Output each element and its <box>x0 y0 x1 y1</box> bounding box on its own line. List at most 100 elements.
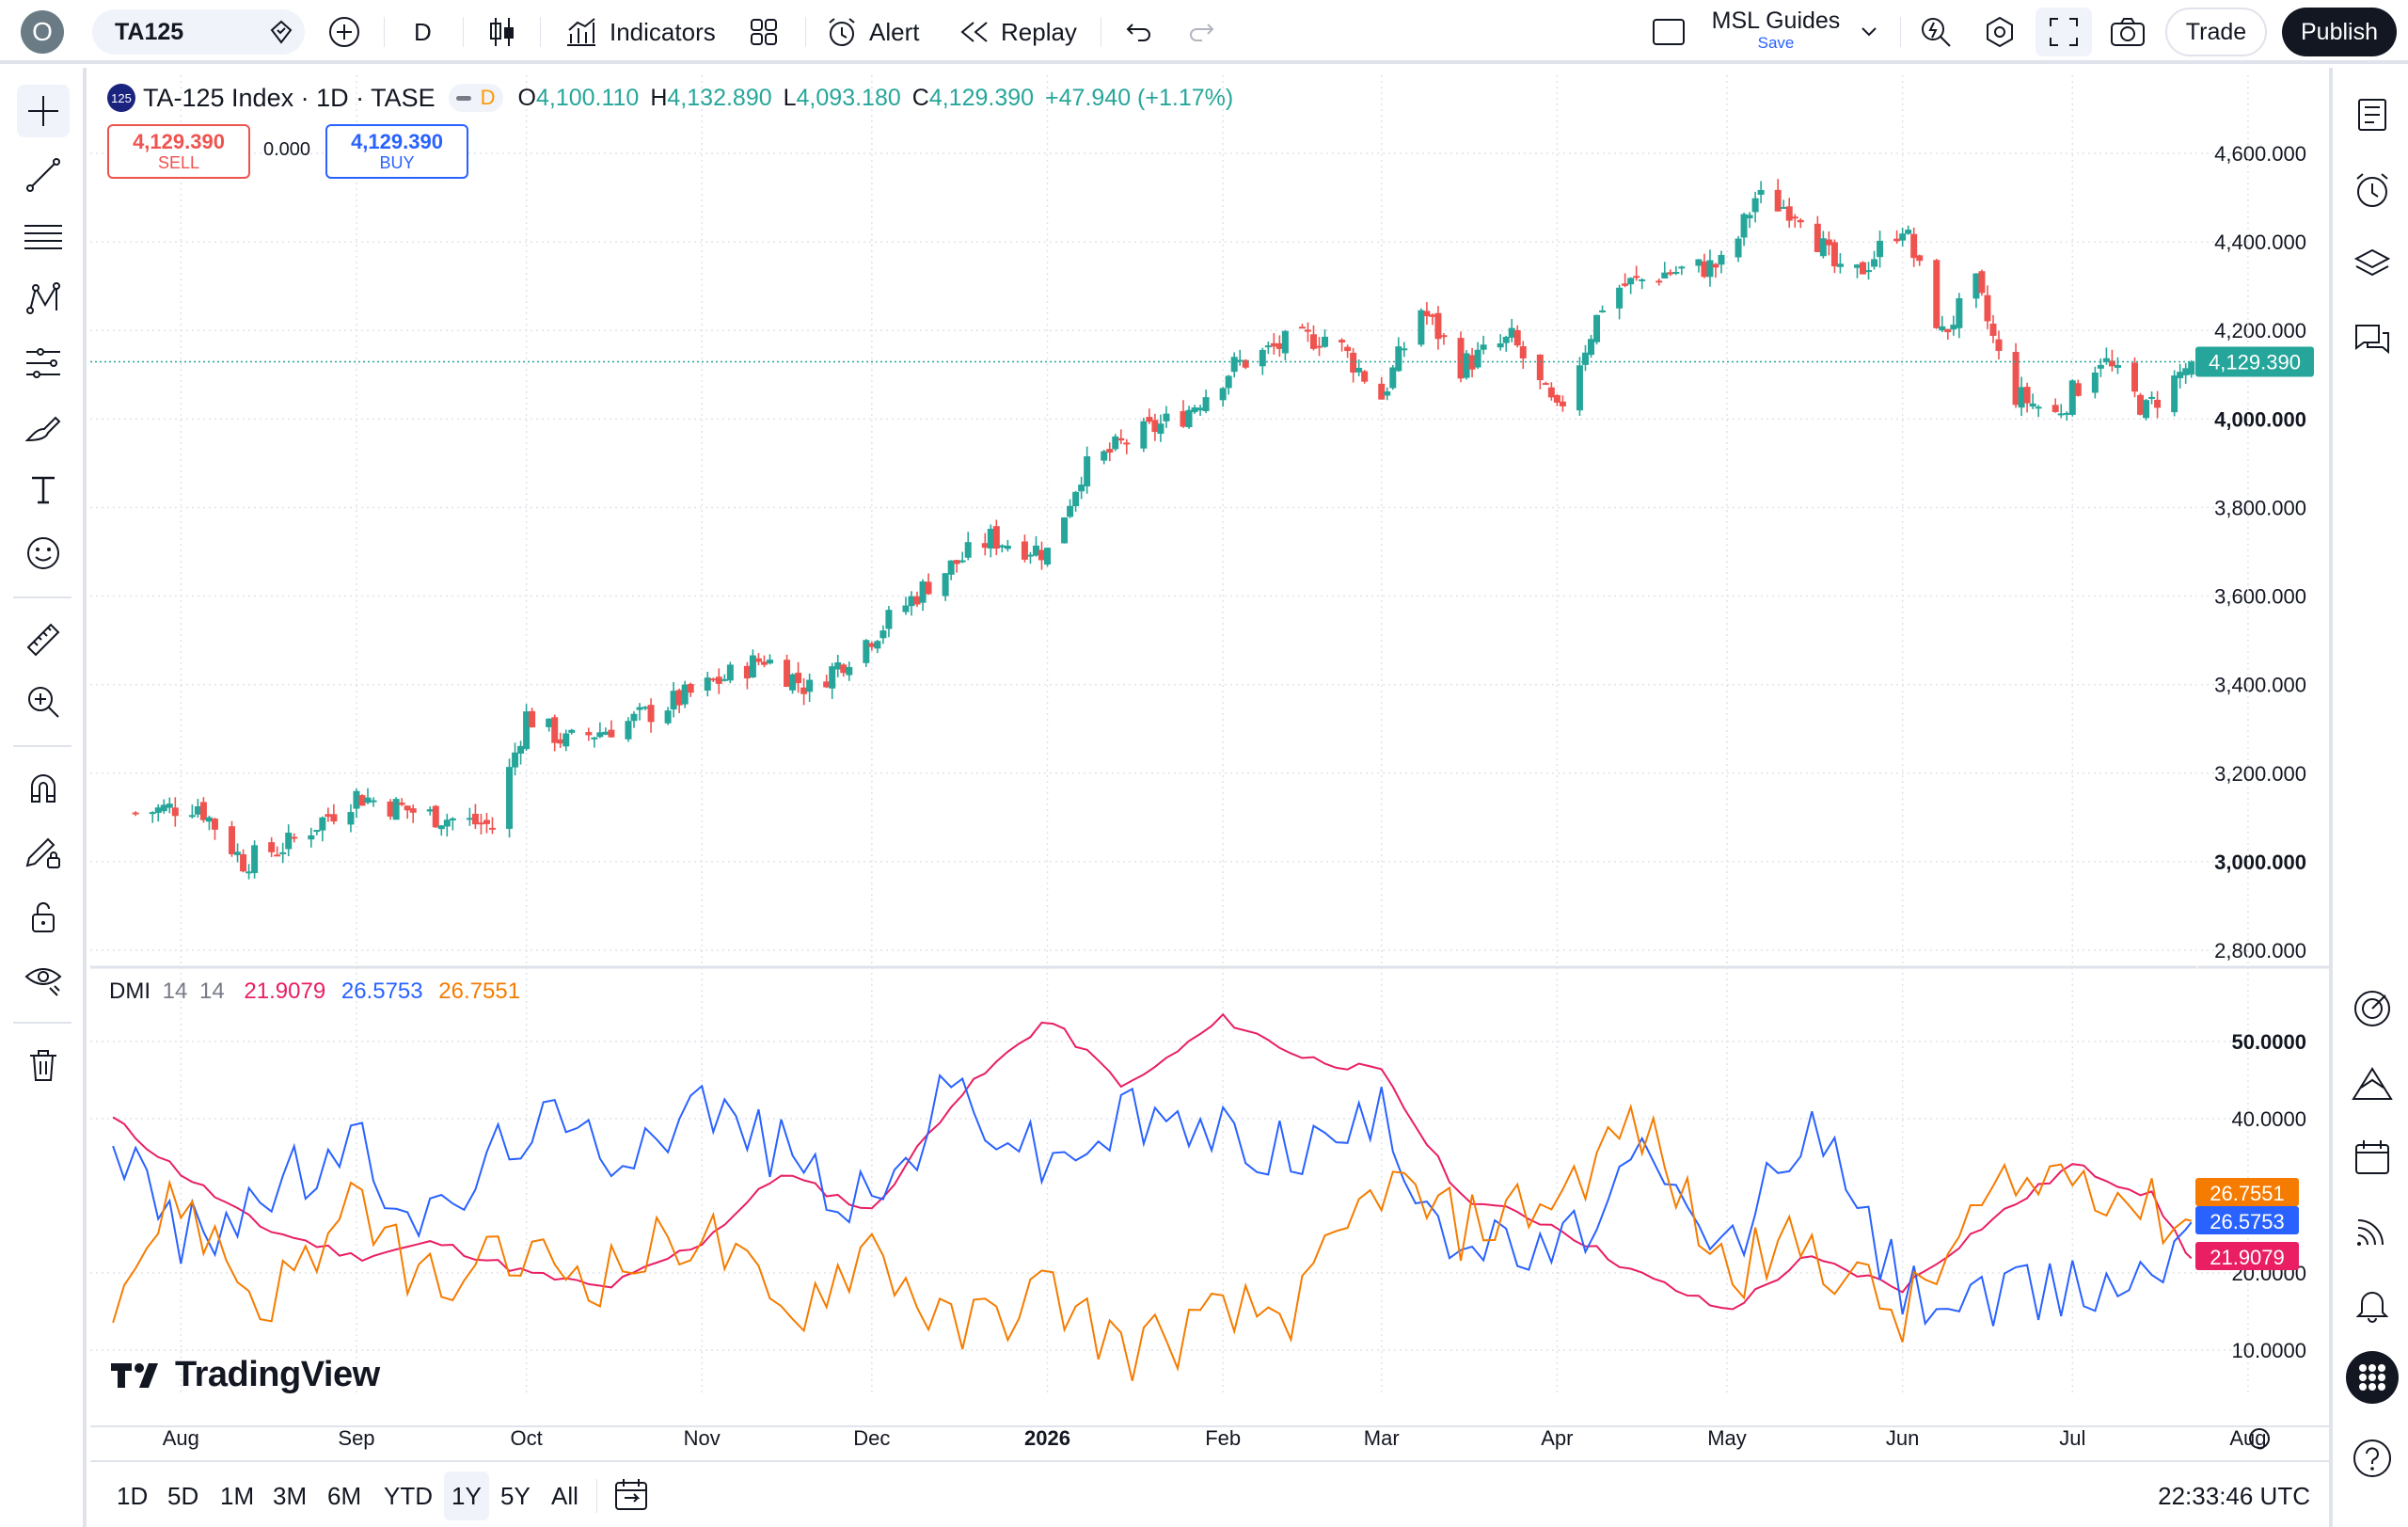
profile-avatar[interactable]: O <box>21 0 64 64</box>
tradingview-logo: TradingView <box>111 1355 380 1395</box>
redo-icon[interactable] <box>1187 0 1215 64</box>
candle-body <box>1865 270 1873 273</box>
candle-body <box>1622 283 1629 286</box>
candle-body <box>1157 423 1164 435</box>
range-6m[interactable]: 6M <box>327 1481 362 1510</box>
candle-body <box>279 851 287 854</box>
camera-icon[interactable] <box>2109 0 2147 64</box>
candle-body <box>171 807 179 817</box>
fib-retracement-icon[interactable] <box>17 211 70 263</box>
candle-body <box>1191 407 1198 413</box>
go-to-date-icon[interactable] <box>613 1477 651 1518</box>
pattern-icon[interactable] <box>17 273 70 326</box>
trash-icon[interactable] <box>17 1039 70 1091</box>
dmi-legend[interactable]: DMI 14 14 21.9079 26.5753 26.7551 <box>109 978 520 1005</box>
quick-search-icon[interactable] <box>1919 0 1953 64</box>
sell-price: 4,129.390 <box>133 130 225 153</box>
replay-button[interactable]: Replay <box>959 0 1077 64</box>
avatar[interactable]: O <box>21 10 64 54</box>
candle-body <box>1344 346 1352 352</box>
candle-body <box>721 678 728 681</box>
low-value: 4,093.180 <box>796 84 901 111</box>
lock-drawings-icon[interactable] <box>17 890 70 943</box>
undo-icon[interactable] <box>1125 0 1153 64</box>
candles-chart-type-icon[interactable] <box>487 0 517 64</box>
chart-canvas[interactable]: 4,600.000 4,400.000 4,200.000 4,000.000 3,80… <box>90 68 2329 1460</box>
buy-button[interactable]: 4,129.390 BUY <box>325 124 468 179</box>
compare-symbol-icon[interactable] <box>267 0 295 64</box>
settings-gear-icon[interactable] <box>1983 0 2017 64</box>
text-tool-icon[interactable] <box>17 463 70 516</box>
chats-icon[interactable] <box>2346 314 2399 367</box>
stay-in-drawing-mode-icon[interactable] <box>17 826 70 879</box>
candle-body <box>2068 380 2076 415</box>
tradingview-wordmark: TradingView <box>175 1355 380 1394</box>
calendar-icon[interactable] <box>2346 1131 2399 1184</box>
candle-body <box>251 845 259 873</box>
range-5y[interactable]: 5Y <box>500 1481 531 1510</box>
candle-body <box>675 690 683 706</box>
market-status[interactable]: D <box>448 84 503 112</box>
candle-body <box>1502 336 1510 343</box>
range-1y[interactable]: 1Y <box>444 1471 489 1520</box>
alerts-clock-icon[interactable] <box>2346 164 2399 216</box>
ruler-icon[interactable] <box>17 613 70 666</box>
candle-body <box>291 836 298 839</box>
fullscreen-button[interactable] <box>2036 8 2092 56</box>
range-1d[interactable]: 1D <box>117 1481 149 1510</box>
candle-body <box>308 835 315 840</box>
trade-button[interactable]: Trade <box>2165 8 2267 56</box>
candle-body <box>398 802 405 805</box>
help-icon[interactable] <box>2346 1432 2399 1485</box>
candle-body <box>1661 272 1669 278</box>
object-tree-layers-icon[interactable] <box>2346 239 2399 292</box>
ideas-target-icon[interactable] <box>2346 982 2399 1035</box>
interval-button[interactable]: D <box>414 17 432 46</box>
brush-icon[interactable] <box>17 401 70 453</box>
range-all[interactable]: All <box>551 1481 578 1510</box>
bottom-toolbar: 1D 5D 1M 3M 6M YTD 1Y 5Y All 22:33:46 UT… <box>90 1460 2329 1527</box>
time-axis-label: Jun <box>1886 1426 1919 1450</box>
candle-body <box>670 691 677 710</box>
alert-button[interactable]: Alert <box>826 0 919 64</box>
notifications-bell-icon[interactable] <box>2346 1278 2399 1330</box>
layout-name-button[interactable]: MSL Guides Save <box>1701 8 1851 53</box>
watchlist-icon[interactable] <box>2346 88 2399 141</box>
chevron-down-icon[interactable] <box>1861 0 1877 64</box>
range-5d[interactable]: 5D <box>167 1481 199 1510</box>
news-stream-icon[interactable] <box>2346 1204 2399 1257</box>
add-symbol-icon[interactable] <box>327 0 361 64</box>
candle-body <box>1264 345 1272 348</box>
candle-body <box>1616 287 1624 309</box>
emoji-icon[interactable] <box>17 527 70 580</box>
magnet-icon[interactable] <box>17 762 70 815</box>
symbol-title[interactable]: TA-125 Index · 1D · TASE <box>143 83 436 112</box>
products-menu-icon[interactable] <box>2346 1351 2399 1404</box>
trend-line-icon[interactable] <box>17 149 70 201</box>
minus-di-value: 26.7551 <box>438 978 521 1004</box>
candle-body <box>1038 549 1045 561</box>
layout-checkbox-icon[interactable] <box>1652 0 1686 64</box>
dmi-axis-label: 50.0000 <box>2231 1030 2306 1054</box>
range-1m[interactable]: 1M <box>220 1481 255 1510</box>
publish-button[interactable]: Publish <box>2282 8 2397 56</box>
symbol-search[interactable] <box>92 9 305 55</box>
candle-body <box>908 596 915 607</box>
range-3m[interactable]: 3M <box>273 1481 308 1510</box>
dmi-axis-label: 40.0000 <box>2231 1107 2306 1131</box>
clock-timezone[interactable]: 22:33:46 UTC <box>2158 1481 2310 1510</box>
zoom-in-icon[interactable] <box>17 676 70 728</box>
sell-button[interactable]: 4,129.390 SELL <box>107 124 250 179</box>
symbol-name[interactable]: TA125 <box>115 18 184 45</box>
candle-body <box>313 830 321 833</box>
candle-body <box>1956 297 1963 328</box>
layouts-grid-icon[interactable] <box>749 0 779 64</box>
range-ytd[interactable]: YTD <box>384 1481 433 1510</box>
indicators-button[interactable]: Indicators <box>564 0 716 64</box>
candle-body <box>506 767 514 829</box>
forecasting-icon[interactable] <box>17 337 70 390</box>
crosshair-icon[interactable] <box>17 85 70 137</box>
pine-mountain-icon[interactable] <box>2346 1058 2399 1110</box>
top-toolbar: O TA125 D Indicators Alert Replay MSL Gu… <box>0 0 2408 64</box>
hide-drawings-eye-icon[interactable] <box>17 952 70 1005</box>
